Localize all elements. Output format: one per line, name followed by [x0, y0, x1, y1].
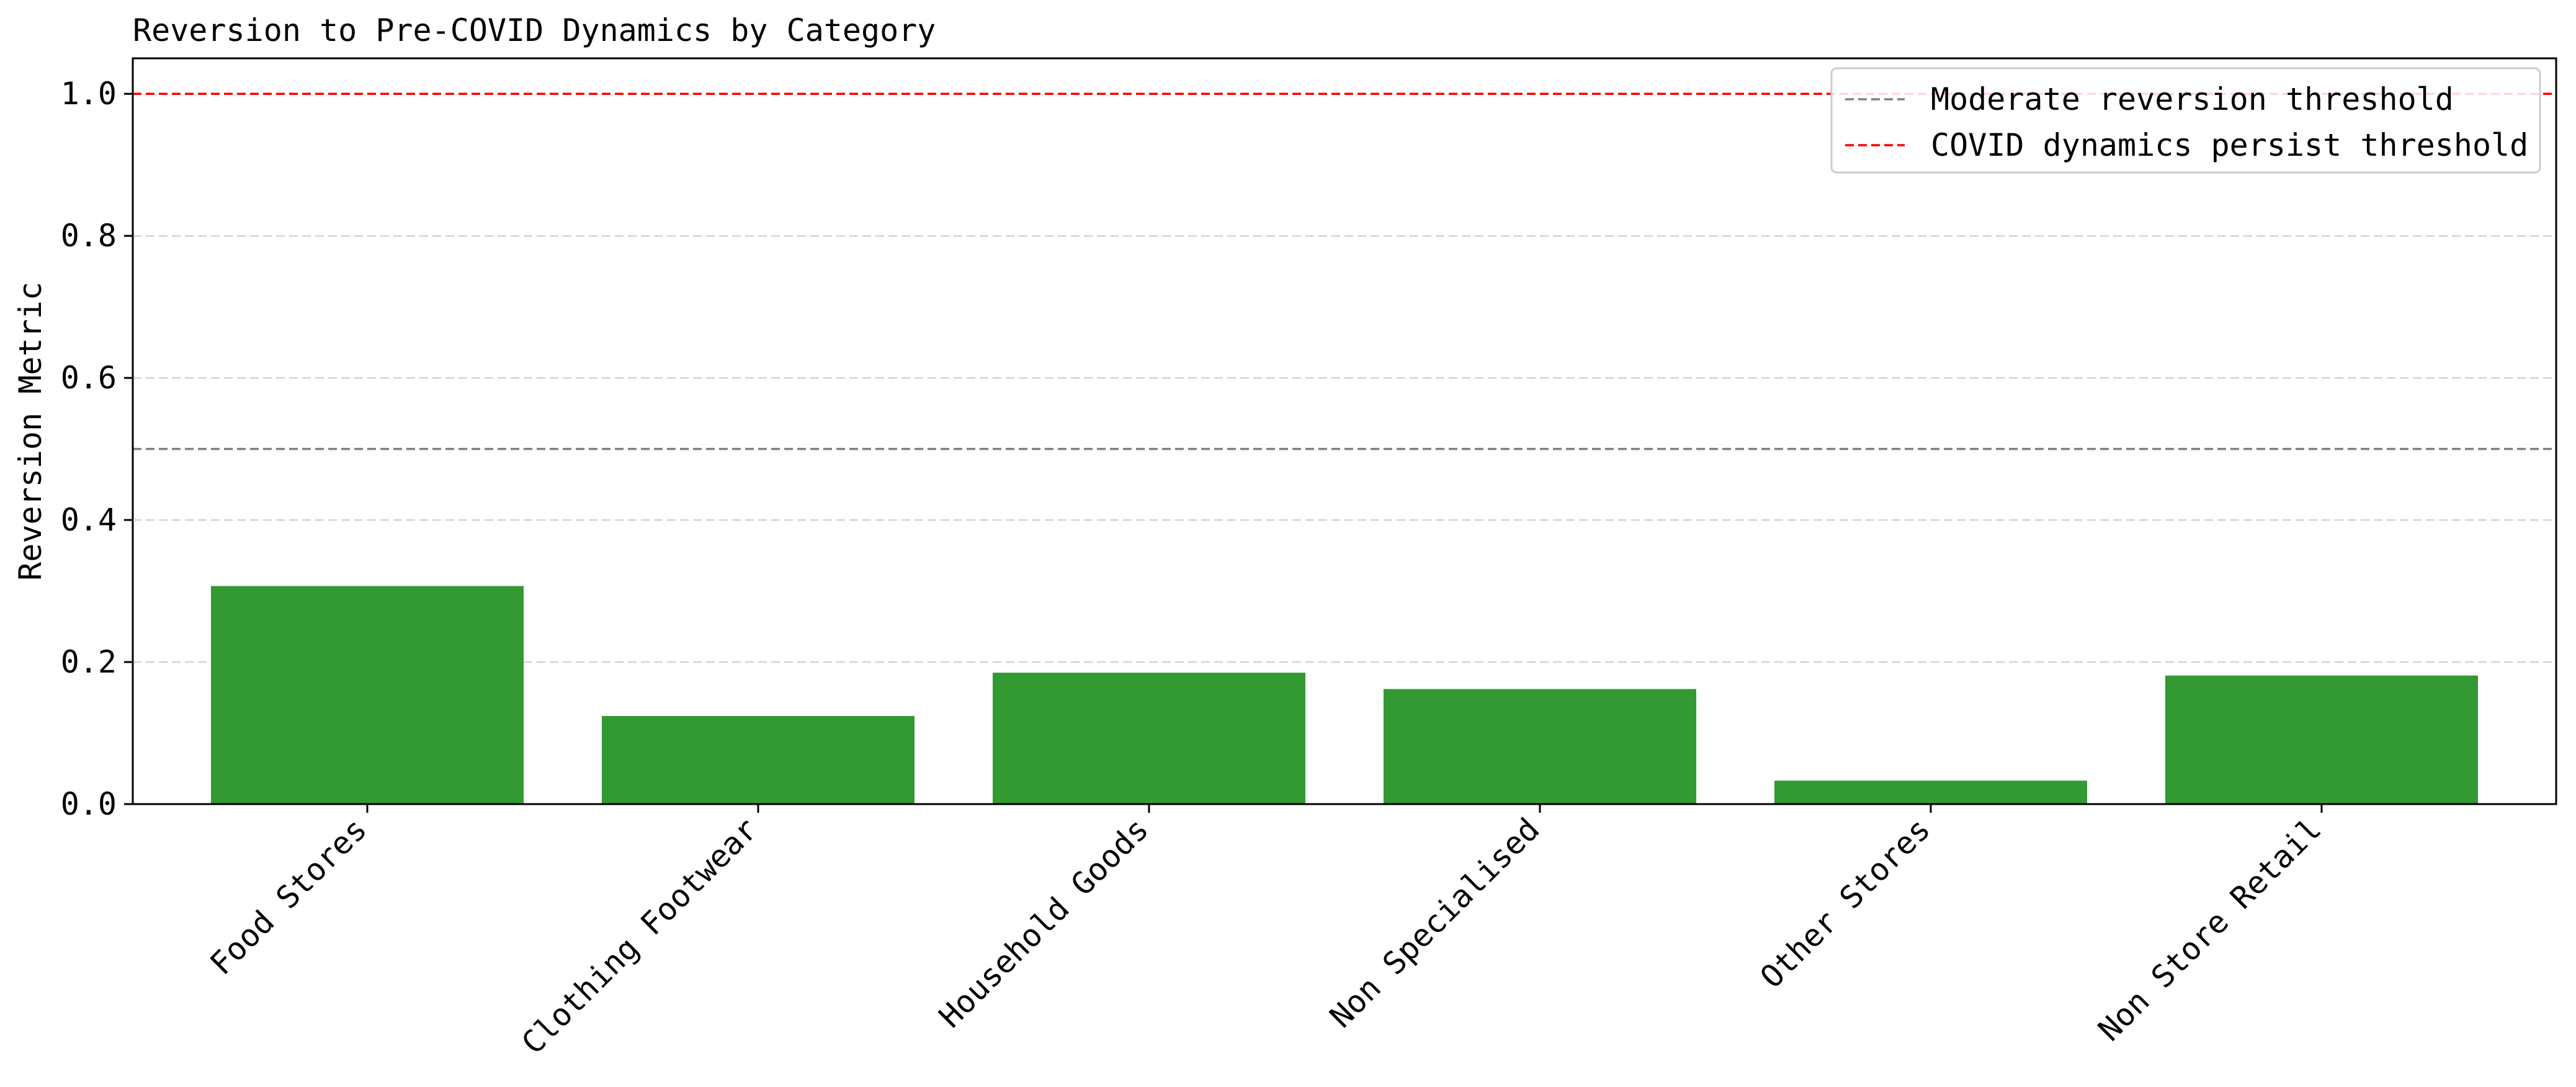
y-axis-ticks: 0.0 0.2 0.4 0.6 0.8 1.0: [61, 76, 133, 822]
bar: [1774, 781, 2087, 804]
y-tick-label: 0.8: [61, 218, 117, 254]
legend-box: [1830, 67, 2541, 174]
legend-label: Moderate reversion threshold: [1931, 81, 2454, 117]
x-tick-label: Clothing Footwear: [515, 811, 765, 1061]
legend-label: COVID dynamics persist threshold: [1931, 127, 2528, 163]
bar: [1384, 689, 1696, 804]
x-tick-label: Other Stores: [1753, 811, 1937, 995]
plot-frame: [132, 57, 2557, 805]
bar: [2165, 675, 2478, 804]
grid-lines: [133, 92, 2556, 663]
y-tick-label: 0.4: [61, 502, 117, 538]
x-axis-ticks: Food Stores Clothing Footwear Household Go…: [203, 804, 2328, 1061]
bar: [211, 586, 524, 804]
x-tick-label: Non Specialised: [1323, 811, 1546, 1034]
x-tick-label: Food Stores: [203, 811, 373, 982]
legend: Moderate reversion threshold COVID dynami…: [1830, 67, 2541, 174]
x-tick-label: Non Store Retail: [2091, 811, 2328, 1048]
bar: [993, 673, 1305, 804]
y-tick-label: 0.0: [61, 786, 117, 822]
y-axis-label: Reversion Metric: [12, 282, 48, 581]
y-tick-label: 0.6: [61, 360, 117, 396]
chart-title: Reversion to Pre-COVID Dynamics by Categ…: [133, 12, 936, 48]
bars: [211, 586, 2478, 804]
y-tick-label: 1.0: [61, 76, 117, 112]
x-tick-label: Household Goods: [932, 811, 1155, 1034]
bar: [602, 716, 915, 804]
y-tick-label: 0.2: [61, 644, 117, 680]
